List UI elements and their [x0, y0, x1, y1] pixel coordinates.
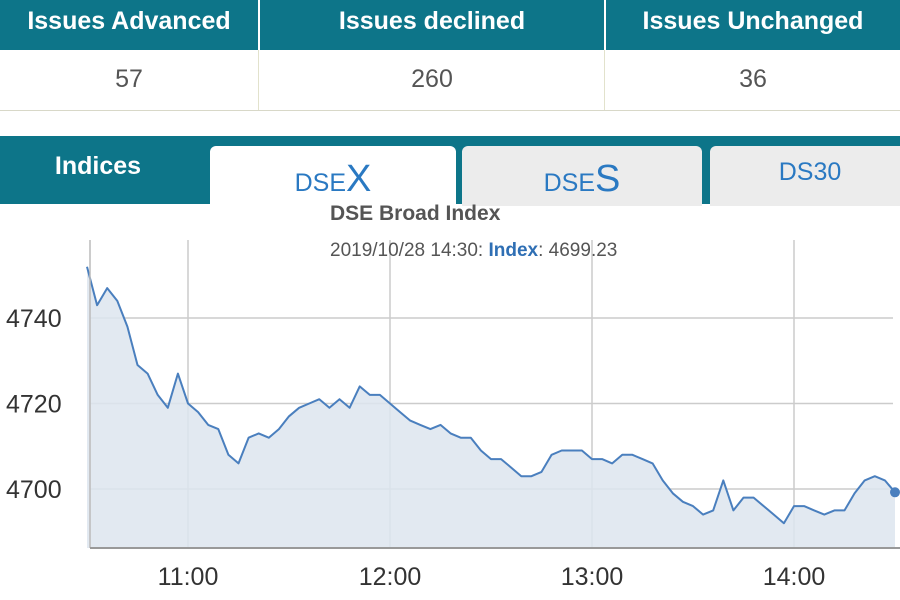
- last-point-marker: [890, 487, 900, 498]
- indices-label: Indices: [54, 152, 142, 180]
- x-tick-label: 11:00: [158, 563, 219, 591]
- chart-tooltip: 2019/10/28 14:30: Index: 4699.23: [330, 240, 617, 262]
- value-divider: [604, 50, 605, 110]
- x-tick-label: 12:00: [359, 563, 422, 591]
- value-divider: [258, 50, 259, 110]
- y-tick-label: 4720: [6, 391, 62, 419]
- market-stats-table: Issues Advanced Issues declined Issues U…: [0, 0, 900, 111]
- header-issues-unchanged: Issues Unchanged: [642, 7, 864, 35]
- tab-dses[interactable]: DSES: [462, 146, 702, 206]
- x-tick-label: 13:00: [561, 563, 624, 591]
- tab-dses-suffix: S: [595, 158, 621, 200]
- series-line: [86, 266, 896, 525]
- chart-title: DSE Broad Index: [330, 202, 501, 225]
- series-area: [87, 266, 895, 548]
- y-tick-label: 4700: [6, 476, 62, 504]
- header-divider: [604, 0, 606, 50]
- tooltip-series-label: Index: [488, 240, 539, 261]
- header-issues-declined: Issues declined: [338, 7, 526, 35]
- tab-dsex[interactable]: DSEX: [210, 146, 456, 212]
- tooltip-colon: :: [538, 240, 544, 261]
- tab-dsex-prefix: DSE: [294, 169, 347, 197]
- x-tick-label: 14:00: [763, 563, 826, 591]
- header-issues-advanced: Issues Advanced: [27, 7, 231, 35]
- tooltip-timestamp: 2019/10/28 14:30: [330, 240, 478, 261]
- tab-ds30[interactable]: DS30: [710, 146, 900, 206]
- tab-dsex-suffix: X: [346, 158, 372, 200]
- stats-header-row: Issues Advanced Issues declined Issues U…: [0, 0, 900, 50]
- value-issues-declined: 260: [411, 65, 453, 93]
- tooltip-value: 4699.23: [548, 240, 618, 261]
- y-tick-label: 4740: [6, 305, 62, 333]
- tooltip-sep: :: [477, 240, 489, 261]
- header-divider: [258, 0, 260, 50]
- tab-dses-prefix: DSE: [543, 169, 596, 197]
- value-issues-unchanged: 36: [739, 65, 767, 93]
- tab-ds30-label: DS30: [778, 158, 842, 186]
- value-issues-advanced: 57: [115, 65, 143, 93]
